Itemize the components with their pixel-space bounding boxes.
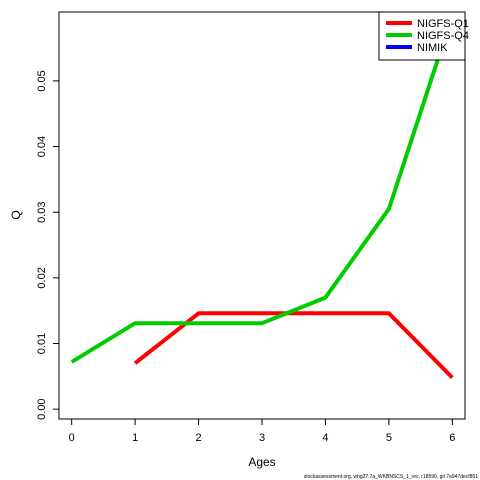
x-tick-label: 2 <box>196 432 202 444</box>
y-tick-label: 0.05 <box>36 70 48 91</box>
series-line-nigfs-q4 <box>70 14 455 364</box>
series-layer <box>70 14 455 380</box>
y-tick-label: 0.00 <box>36 398 48 419</box>
legend-label-nimik: NIMIK <box>417 42 448 54</box>
x-tick-label: 3 <box>259 432 265 444</box>
x-tick-label: 0 <box>69 432 75 444</box>
footer-credit: stockassessment.org, whg27.7a_WKBNSCS_1_… <box>304 474 478 480</box>
x-tick-label: 6 <box>449 432 455 444</box>
x-tick-label: 4 <box>322 432 328 444</box>
plot-frame <box>58 11 466 420</box>
y-tick-label: 0.03 <box>36 202 48 223</box>
y-tick-label: 0.01 <box>36 333 48 354</box>
x-axis-title: Ages <box>248 455 275 469</box>
y-tick-label: 0.04 <box>36 136 48 157</box>
legend-label-nigfs-q1: NIGFS-Q1 <box>417 18 469 30</box>
y-tick-label: 0.02 <box>36 267 48 288</box>
legend-label-nigfs-q4: NIGFS-Q4 <box>417 30 469 42</box>
x-tick-label: 5 <box>386 432 392 444</box>
y-axis-title: Q <box>9 210 23 219</box>
x-tick-label: 1 <box>132 432 138 444</box>
axes-layer: 0 1 2 3 4 5 6 0.00 0.01 0.02 0.03 0.04 0.05 <box>36 70 455 444</box>
